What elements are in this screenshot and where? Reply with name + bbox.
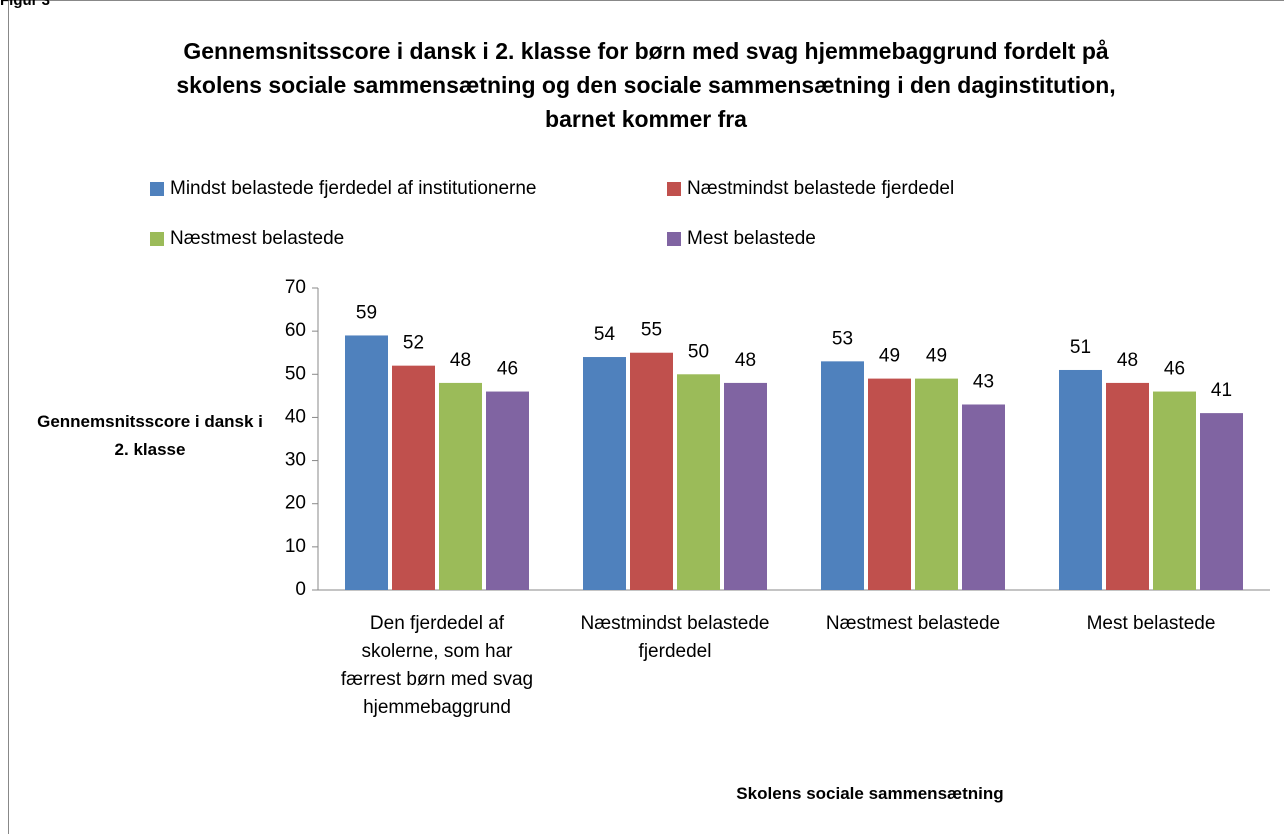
x-tick-label: Næstmest belastede [825,613,1001,634]
legend-label: Mest belastede [687,228,816,249]
bar [915,378,958,590]
y-tick-label: 60 [285,320,306,341]
data-label: 51 [1070,337,1091,358]
bar [868,378,911,590]
chart-border [8,0,1284,834]
data-label: 52 [403,333,424,354]
legend-swatch [150,232,164,246]
data-label: 48 [450,350,471,371]
y-tick-label: 0 [295,579,306,600]
bar [821,361,864,590]
y-tick-label: 30 [285,450,306,471]
bar [962,404,1005,590]
data-label: 54 [594,324,616,345]
data-label: 49 [926,346,947,367]
legend-swatch [150,182,164,196]
legend-item: Mest belastede [667,228,816,250]
bar [486,391,529,590]
y-tick-label: 70 [285,277,306,298]
legend-label: Mindst belastede fjerdedel af institutio… [170,178,537,199]
y-axis-label: Gennemsnitsscore i dansk i 2. klasse [37,412,263,459]
data-label: 41 [1211,380,1232,401]
legend-label: Næstmest belastede [170,228,345,249]
bar [1200,413,1243,590]
bar [439,382,482,590]
data-label: 48 [1117,350,1138,371]
data-label: 59 [356,302,377,323]
x-tick-label: Mest belastede [1086,613,1216,634]
bar [392,365,435,590]
y-tick-label: 40 [285,406,306,427]
legend-swatch [667,182,681,196]
x-axis-label: Skolens sociale sammensætning [736,784,1004,803]
bar [1153,391,1196,590]
data-label: 48 [735,350,756,371]
data-label: 46 [497,359,518,380]
y-tick-label: 50 [285,363,306,384]
chart-title: Gennemsnitsscore i dansk i 2. klasse for… [176,38,1116,132]
legend-item: Mindst belastede fjerdedel af institutio… [150,178,537,200]
legend-item: Næstmindst belastede fjerdedel [667,178,954,200]
bar [677,374,720,590]
data-label: 55 [641,320,662,341]
bar [583,357,626,590]
bar [1059,369,1102,590]
data-label: 46 [1164,359,1185,380]
data-label: 50 [688,341,709,362]
data-label: 43 [973,372,994,393]
data-label: 53 [832,328,853,349]
legend-item: Næstmest belastede [150,228,344,250]
x-tick-label: Den fjerdedel af skolerne, som har færre… [340,613,534,718]
bar [1106,382,1149,590]
data-label: 49 [879,346,900,367]
x-tick-label: Næstmindst belastede fjerdedel [580,613,770,662]
y-tick-label: 10 [285,536,306,557]
y-tick-label: 20 [285,493,306,514]
bar [630,352,673,590]
legend-swatch [667,232,681,246]
figure-label: Figur 3 [0,0,51,9]
legend-label: Næstmindst belastede fjerdedel [687,178,955,199]
bar [724,382,767,590]
bar [345,335,388,590]
